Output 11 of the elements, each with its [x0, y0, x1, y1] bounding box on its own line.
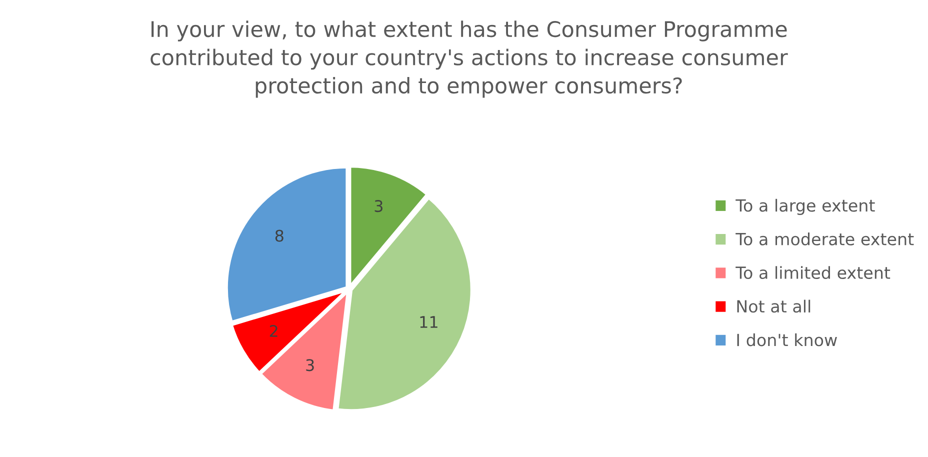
legend-label: Not at all [737, 300, 810, 313]
data-label: 2 [270, 324, 278, 337]
legend-label: To a large extent [736, 198, 875, 216]
data-label: 3 [306, 359, 314, 372]
data-label: 8 [275, 230, 284, 242]
legend-label: To a limited extent [736, 266, 890, 280]
legend-label: To a moderate extent [736, 232, 914, 246]
legend-label: I don't know [737, 333, 837, 346]
data-label: 3 [374, 200, 382, 212]
data-label: 11 [420, 316, 438, 328]
chart-title: In your view, to what extent has the Consumer Programme contributed to your country's actions to increase consumer protection and to empower consumers? [150, 20, 788, 98]
